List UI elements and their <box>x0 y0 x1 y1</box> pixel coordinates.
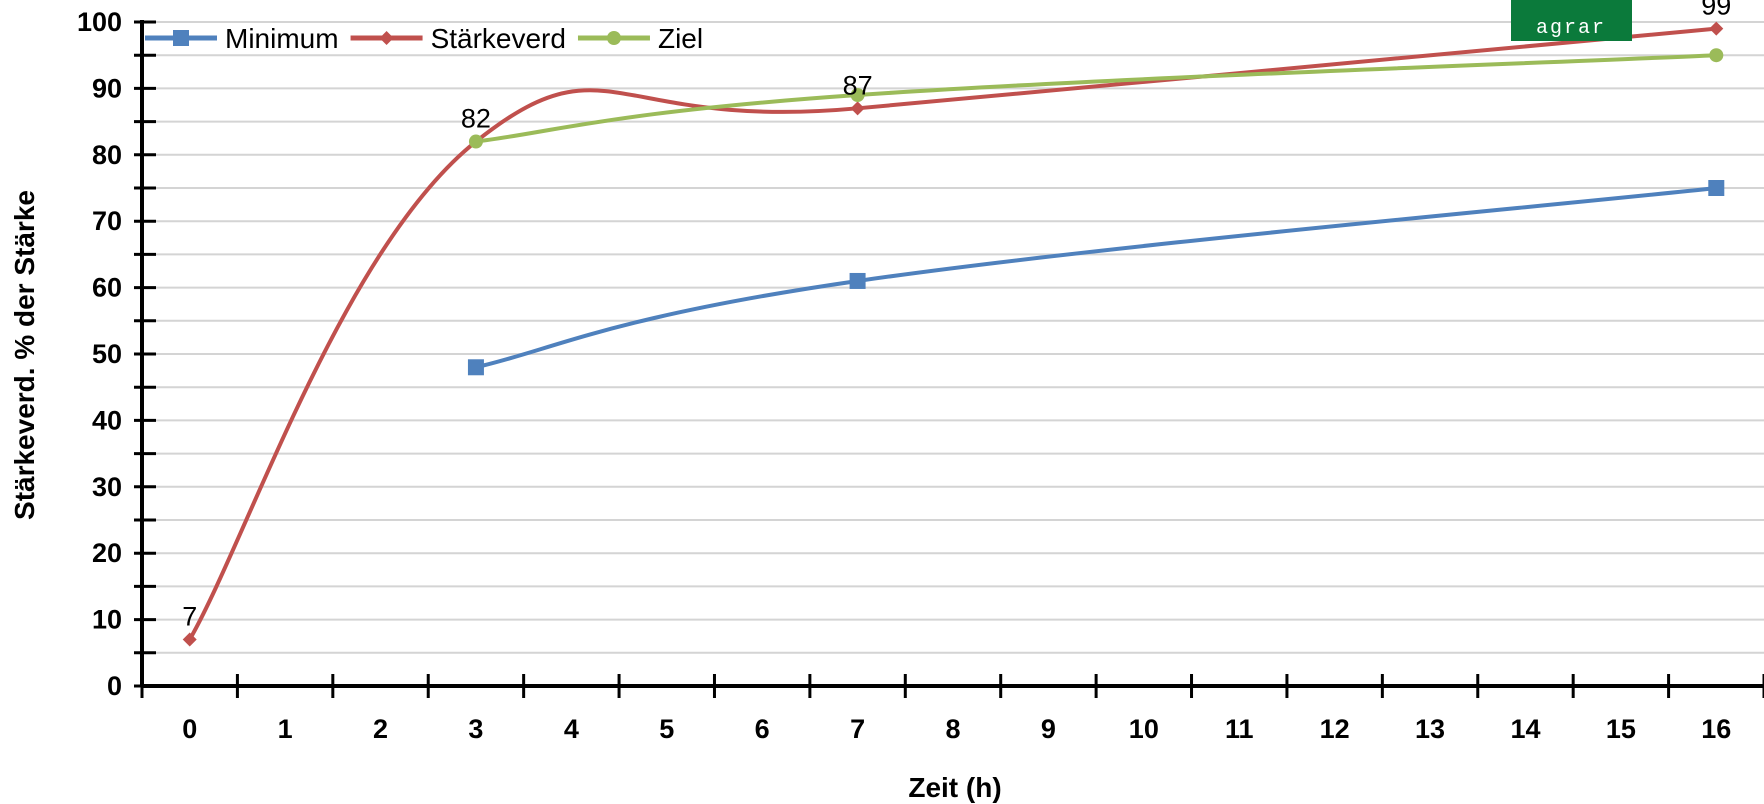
marker-circle <box>1709 48 1724 63</box>
data-label: 7 <box>182 602 197 632</box>
legend-label: Minimum <box>225 23 339 54</box>
marker-square <box>467 359 484 376</box>
x-tick-label: 6 <box>755 714 770 744</box>
data-label: 99 <box>1701 0 1731 21</box>
x-tick-label: 5 <box>659 714 674 744</box>
x-tick-label: 15 <box>1606 714 1636 744</box>
data-label: 87 <box>843 70 873 100</box>
y-tick-label: 100 <box>77 7 122 37</box>
logo: agrar <box>1511 0 1632 41</box>
marker-circle <box>606 31 621 45</box>
x-tick-label: 2 <box>373 714 388 744</box>
marker-circle <box>468 134 483 149</box>
logo-badge <box>1511 0 1632 41</box>
data-label: 82 <box>461 104 491 134</box>
x-tick-label: 9 <box>1041 714 1056 744</box>
gridlines <box>142 21 1764 654</box>
x-tick-label: 14 <box>1510 714 1540 744</box>
marker-diamond <box>850 101 865 116</box>
y-tick-label: 80 <box>92 140 122 170</box>
y-tick-label: 70 <box>92 206 122 236</box>
marker-square <box>1708 180 1725 196</box>
x-tick-label: 8 <box>945 714 960 744</box>
marker-diamond <box>379 31 394 45</box>
x-tick-label: 7 <box>850 714 865 744</box>
x-tick-label: 12 <box>1320 714 1350 744</box>
x-tick-label: 0 <box>182 714 197 744</box>
y-tick-label: 60 <box>92 273 122 303</box>
y-axis-title: Stärkeverd. % der Stärke <box>9 190 40 520</box>
marker-diamond <box>182 632 197 647</box>
series-lines <box>182 21 1725 647</box>
legend-label: Ziel <box>658 23 703 54</box>
x-tick-label: 16 <box>1701 714 1731 744</box>
y-tick-label: 20 <box>92 538 122 568</box>
y-tick-label: 10 <box>92 605 122 635</box>
x-tick-label: 10 <box>1129 714 1159 744</box>
y-tick-label: 0 <box>107 671 122 701</box>
series-line <box>473 186 1719 370</box>
marker-diamond <box>1709 21 1724 36</box>
data-labels: 7 82 87 99 <box>182 0 1731 632</box>
marker-square <box>849 272 866 289</box>
series-line <box>473 53 1719 144</box>
logo-text: agrar <box>1536 17 1606 40</box>
legend-label: Stärkeverd <box>431 23 566 54</box>
x-axis-title: Zeit (h) <box>908 772 1001 803</box>
y-tick-label: 50 <box>92 339 122 369</box>
x-tick-label: 3 <box>468 714 483 744</box>
series-line <box>187 26 1719 642</box>
y-tick-label: 30 <box>92 472 122 502</box>
marker-circle <box>850 88 865 103</box>
y-tick-label: 40 <box>92 405 122 435</box>
x-tick-label: 1 <box>278 714 293 744</box>
marker-square <box>173 30 189 46</box>
legend: Minimum Stärkeverd Ziel <box>145 23 703 54</box>
y-tick-label: 90 <box>92 73 122 103</box>
x-tick-label: 4 <box>564 714 579 744</box>
x-tick-label: 11 <box>1225 714 1254 744</box>
x-tick-label: 13 <box>1415 714 1445 744</box>
